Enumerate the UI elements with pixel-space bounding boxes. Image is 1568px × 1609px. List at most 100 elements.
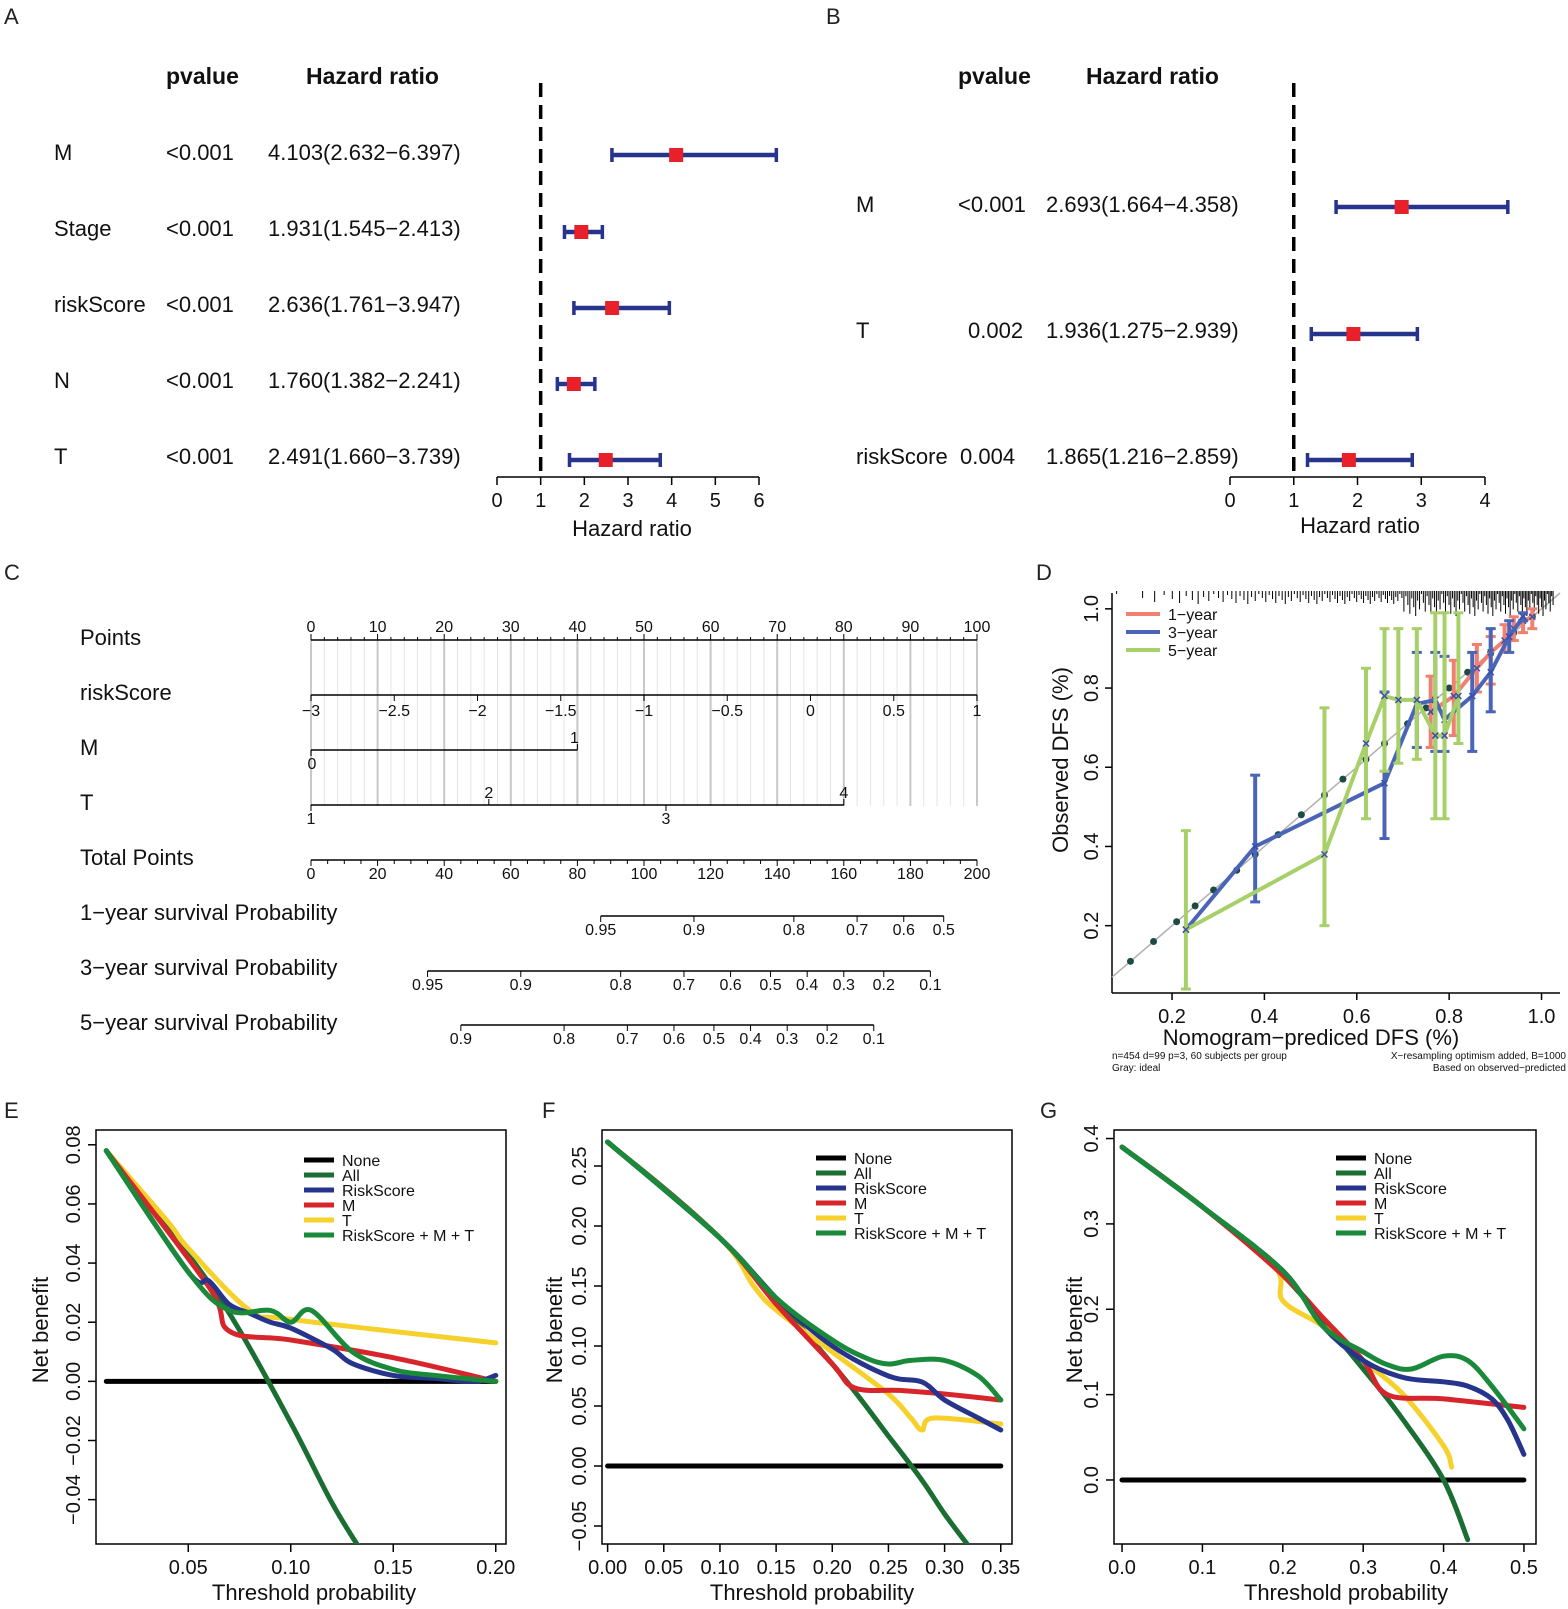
nomogram-survival-tick-label: 0.2 (873, 977, 895, 994)
calibration-apparent-point (1464, 668, 1472, 676)
dca-f-legend-label: RiskScore + M + T (854, 1226, 986, 1243)
dca-e-legend-label: T (342, 1213, 352, 1230)
calibration-point-marker (1380, 779, 1389, 787)
nomogram-points-tick-label: 90 (902, 619, 920, 636)
calibration-point-marker (1320, 850, 1328, 858)
dca-g-x-tick-label: 0.5 (1510, 1557, 1538, 1579)
nomogram-total-points-tick-label: 0 (307, 866, 316, 883)
dca-g-xlabel: Threshold probability (1244, 1580, 1448, 1605)
forest-a-row: Stage <0.001 1.931(1.545−2.413) (54, 216, 461, 241)
calibration-apparent-point (1150, 938, 1158, 946)
forest-a-row-label: T (54, 444, 67, 469)
dca-e-y-tick-label: −0.02 (63, 1415, 85, 1466)
forest-a-row-pvalue: <0.001 (166, 368, 234, 393)
dca-g-x-tick-label: 0.4 (1430, 1557, 1458, 1579)
dca-f-legend-label: RiskScore (854, 1181, 927, 1198)
nomogram-total-points-tick-label: 160 (830, 866, 857, 883)
calibration-point-marker (1182, 926, 1190, 934)
nomogram-t-tick-label: 2 (484, 785, 493, 802)
dca-g-plot-frame (1113, 1129, 1537, 1545)
calibration-point-marker (1394, 696, 1402, 704)
panel-label-a: A (4, 4, 19, 29)
nomogram-t-tick-label: 1 (307, 811, 316, 828)
panel-label-e: E (4, 1098, 19, 1123)
forest-a-x-tick-label: 1 (535, 490, 546, 512)
dca-e-x-tick-label: 0.20 (476, 1557, 515, 1579)
forest-a-row: riskScore <0.001 2.636(1.761−3.947) (54, 292, 461, 317)
calibration-point-marker (1251, 842, 1259, 850)
forest-a-x-tick-label: 4 (666, 490, 677, 512)
forest-b-x-tick-label: 2 (1352, 490, 1363, 512)
calibration-point-marker (1528, 613, 1536, 621)
nomogram-survival-tick-label: 0.7 (846, 922, 868, 939)
calibration-y-tick-label: 0.8 (1081, 674, 1103, 702)
panel-label-d: D (1036, 560, 1052, 585)
forest-a-row-pvalue: <0.001 (166, 216, 234, 241)
dca-f-series-line (605, 1139, 970, 1544)
dca-g-ylabel: Net benefit (1062, 1277, 1087, 1383)
panel-label-c: C (4, 560, 20, 585)
calibration-point-marker (1505, 633, 1513, 641)
dca-e-ylabel: Net benefit (28, 1277, 53, 1383)
calibration-apparent-point (1126, 957, 1134, 965)
nomogram-m-tick-label: 1 (570, 730, 579, 747)
nomogram-survival-tick-label: 0.7 (673, 977, 695, 994)
nomogram-points-tick-label: 100 (964, 619, 991, 636)
calibration-point-marker (1454, 692, 1462, 700)
forest-b-point-estimate (1341, 453, 1356, 467)
dca-g-y-tick-label: 0.1 (1081, 1381, 1103, 1409)
forest-b-row-hr: 1.936(1.275−2.939) (1046, 318, 1239, 343)
forest-a-xlabel: Hazard ratio (572, 516, 692, 541)
dca-f-legend-label: All (854, 1166, 872, 1183)
forest-a-header-pvalue: pvalue (166, 63, 239, 89)
nomogram-row-label: riskScore (80, 680, 172, 705)
dca-f-x-tick-label: 0.30 (925, 1557, 964, 1579)
nomogram-survival-tick-label: 0.7 (616, 1031, 638, 1048)
forest-a-point-estimate (669, 148, 684, 162)
calibration-apparent-point (1297, 811, 1305, 819)
forest-b-row: M <0.001 2.693(1.664−4.358) (856, 192, 1239, 217)
calibration-point-marker (1431, 732, 1439, 740)
dca-e-x-tick-label: 0.05 (169, 1557, 208, 1579)
nomogram-survival-tick-label: 0.9 (450, 1031, 472, 1048)
dca-g-x-tick-label: 0.2 (1269, 1557, 1297, 1579)
calibration-point-marker (1362, 739, 1370, 748)
nomogram-points-tick-label: 50 (635, 619, 653, 636)
calibration-text: Nomogram−prediced DFS (%) Observed DFS (… (1048, 607, 1566, 1074)
dca-f-series-line (605, 1139, 1004, 1433)
dca-e-x-tick-label: 0.15 (374, 1557, 413, 1579)
dca-g-legend-label: All (1374, 1166, 1392, 1183)
dca-e-y-tick-label: 0.04 (63, 1244, 85, 1283)
calibration-footnote: Based on observed−predicted (1433, 1063, 1566, 1074)
calibration-y-tick-label: 0.2 (1081, 912, 1103, 940)
dca-e-series-group (103, 1148, 499, 1544)
forest-a-row-label: riskScore (54, 292, 146, 317)
calibration-x-tick-label: 0.4 (1251, 1006, 1279, 1028)
forest-b-row-hr: 1.865(1.216−2.859) (1046, 444, 1239, 469)
nomogram-survival-tick-label: 0.6 (893, 922, 915, 939)
forest-a-row-pvalue: <0.001 (166, 444, 234, 469)
nomogram-survival-tick-label: 0.8 (610, 977, 632, 994)
nomogram-total-points-tick-label: 180 (897, 866, 924, 883)
dca-f-y-tick-label: 0.25 (569, 1147, 591, 1186)
dca-g-y-tick-label: 0.4 (1081, 1125, 1103, 1153)
calibration-point-marker (1427, 708, 1435, 716)
dca-f-legend-label: T (854, 1211, 864, 1228)
forest-a-row-hr: 2.491(1.660−3.739) (268, 444, 461, 469)
dca-f-y-tick-label: 0.05 (569, 1387, 591, 1426)
nomogram-survival-tick-label: 0.1 (863, 1031, 885, 1048)
dca-e-y-tick-label: 0.08 (63, 1125, 85, 1164)
nomogram-survival-tick-label: 0.5 (933, 922, 955, 939)
dca-e-xlabel: Threshold probability (212, 1580, 416, 1605)
forest-b-header-pvalue: pvalue (958, 63, 1031, 89)
calibration-apparent-point (1445, 684, 1453, 692)
dca-g-text: Threshold probability Net benefit None A… (1062, 1151, 1506, 1605)
calibration-xlabel: Nomogram−prediced DFS (%) (1163, 1025, 1459, 1050)
forest-a-row-label: M (54, 140, 72, 165)
forest-a-point-estimate (605, 301, 620, 315)
dca-f-text: Threshold probability Net benefit None A… (542, 1151, 986, 1605)
forest-a-header-hr: Hazard ratio (306, 63, 439, 89)
calibration-ylabel: Observed DFS (%) (1048, 667, 1073, 853)
nomogram-total-points-tick-label: 80 (569, 866, 587, 883)
nomogram-points-tick-label: 40 (569, 619, 587, 636)
